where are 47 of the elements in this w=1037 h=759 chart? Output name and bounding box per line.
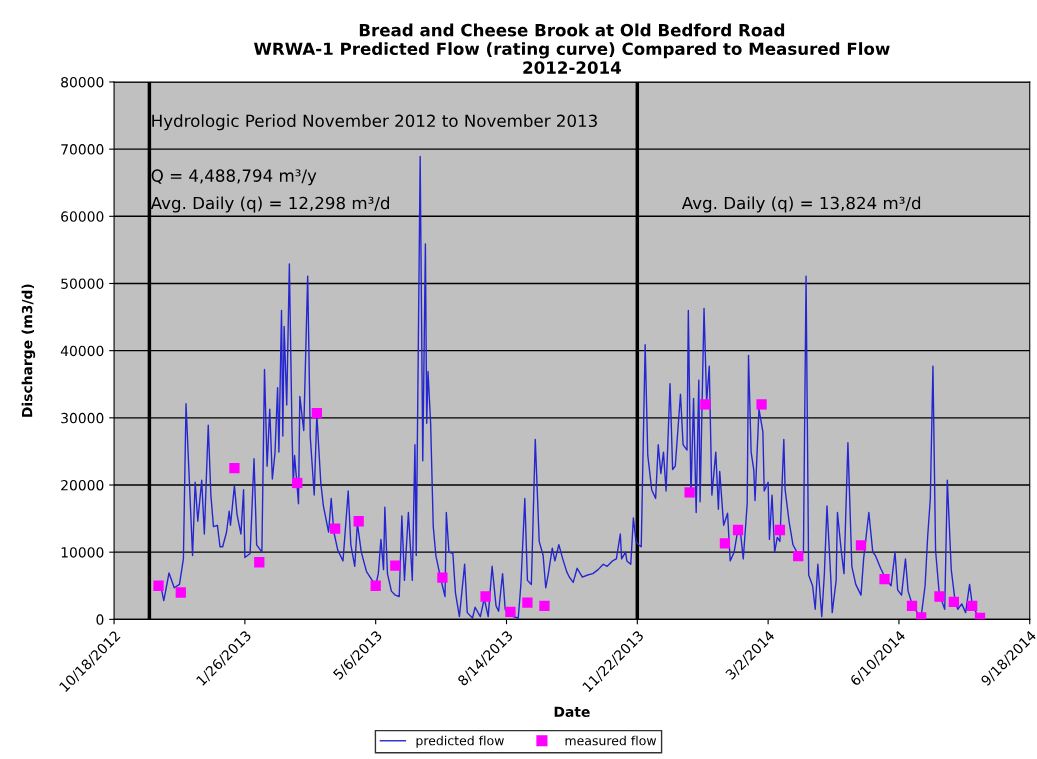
- point: [916, 612, 927, 620]
- point: [719, 538, 731, 549]
- legend-label: predicted flow: [416, 735, 504, 748]
- point: [756, 399, 767, 410]
- y-tick-label: 0: [96, 614, 104, 625]
- point: [906, 600, 918, 612]
- point: [390, 560, 401, 571]
- y-tick-label: 80000: [61, 76, 104, 88]
- y-tick-label: 20000: [61, 479, 104, 491]
- point: [948, 596, 960, 608]
- y-axis-title: Discharge (m3/d): [21, 284, 36, 417]
- point: [175, 587, 186, 598]
- y-tick-label: 30000: [61, 412, 104, 424]
- point: [437, 572, 448, 583]
- point: [700, 399, 711, 410]
- point: [793, 551, 804, 562]
- chart-title: Bread and Cheese Brook at Old Bedford Road WRWA-1 Predicted Flow (rating curve) Compared to Measured Flow 2012-2014: [254, 23, 890, 74]
- y-tick-label: 10000: [61, 547, 104, 558]
- point: [229, 463, 240, 474]
- point: [311, 407, 322, 419]
- point: [505, 606, 516, 618]
- point: [539, 600, 550, 612]
- x-axis-title: Date: [554, 706, 590, 718]
- point: [934, 591, 945, 602]
- point: [254, 557, 265, 568]
- point: [153, 580, 164, 591]
- point: [370, 580, 381, 591]
- point: [684, 487, 695, 498]
- annotation: Hydrologic Period November 2012 to November 2013: [152, 114, 597, 131]
- point: [967, 600, 978, 612]
- point: [292, 477, 303, 489]
- point: [522, 597, 533, 608]
- annotation: Avg. Daily (q) = 12,298 m³/d: [150, 196, 389, 213]
- point: [879, 573, 890, 585]
- point: [774, 524, 786, 536]
- y-tick-label: 60000: [61, 211, 104, 222]
- y-tick-label: 50000: [61, 278, 104, 289]
- annotation: Q = 4,488,794 m³/y: [151, 169, 317, 186]
- legend-label: measured flow: [565, 735, 657, 746]
- point: [329, 523, 341, 534]
- annotation: Avg. Daily (q) = 13,824 m³/d: [681, 196, 921, 213]
- point: [732, 524, 744, 536]
- point: [855, 540, 867, 551]
- point: [480, 591, 491, 602]
- y-tick-label: 70000: [61, 144, 104, 155]
- y-tick-label: 40000: [60, 345, 104, 357]
- point: [353, 516, 364, 527]
